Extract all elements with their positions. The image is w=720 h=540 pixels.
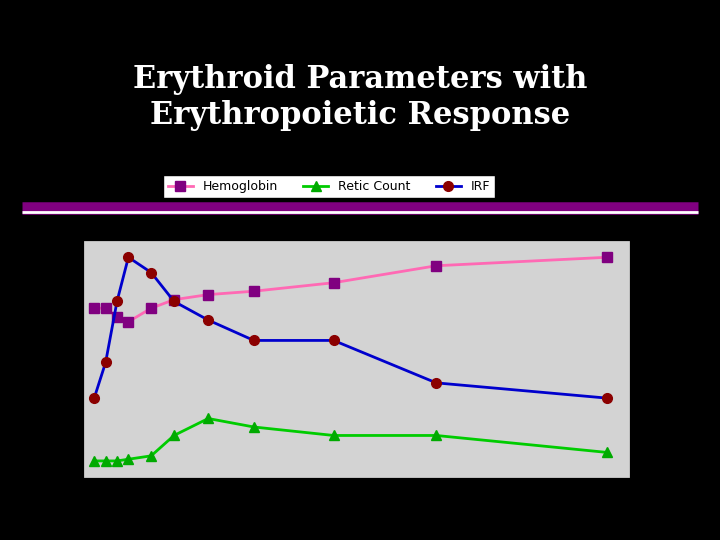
Text: Erythroid Parameters with
Erythropoietic Response: Erythroid Parameters with Erythropoietic… [132,64,588,131]
Legend: Hemoglobin, Retic Count, IRF: Hemoglobin, Retic Count, IRF [163,176,495,198]
X-axis label: TIME (days): TIME (days) [306,506,407,521]
Title: Changes in Blood with Stimulated Erythropoiesis: Changes in Blood with Stimulated Erythro… [165,221,548,235]
